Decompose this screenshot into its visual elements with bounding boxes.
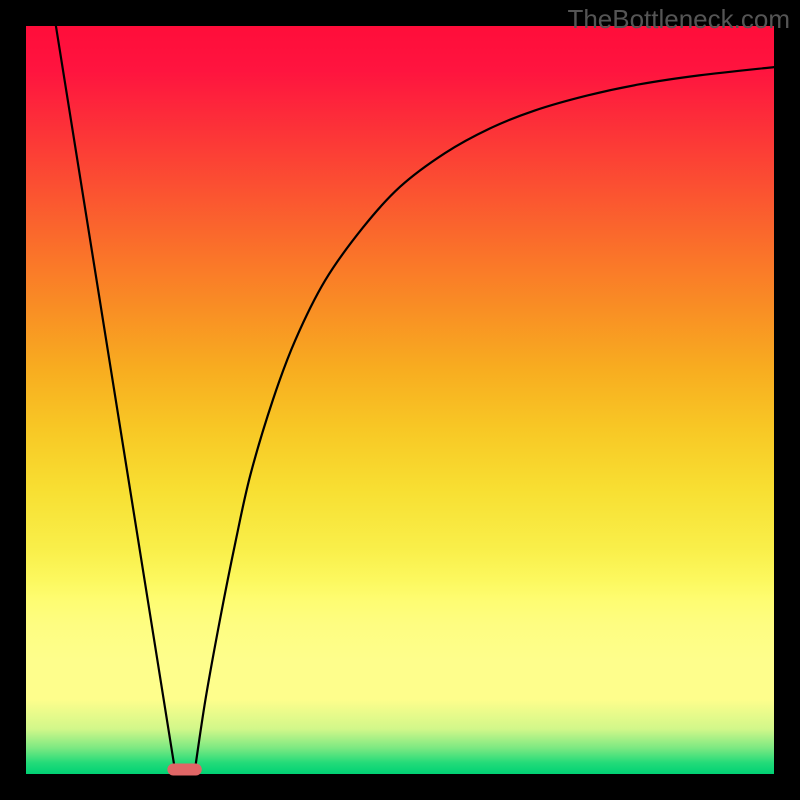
- chart-gradient-bg: [26, 26, 774, 774]
- bottleneck-chart: [0, 0, 800, 800]
- optimal-marker: [167, 764, 201, 776]
- watermark-text: TheBottleneck.com: [567, 4, 790, 35]
